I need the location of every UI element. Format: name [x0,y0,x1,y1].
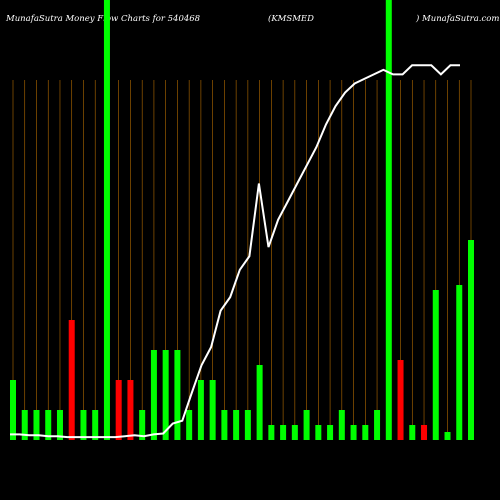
bar-28 [338,410,345,440]
bar-29 [350,425,357,440]
bar-35 [421,425,428,440]
bar-6 [80,410,87,440]
bar-20 [244,410,251,440]
bar-39 [468,240,474,440]
bar-37 [444,432,451,440]
chart-title-middle: (KMSMED [268,14,314,24]
bar-30 [362,425,369,440]
bar-31 [374,410,381,440]
bar-32 [385,0,392,440]
bar-2 [33,410,40,440]
bar-12 [150,350,157,440]
bar-19 [233,410,240,440]
bar-38 [456,285,463,440]
bar-7 [92,410,99,440]
bar-5 [68,320,75,440]
chart-title-left: MunafaSutra Money Flow Charts for 540468 [6,14,201,24]
bar-25 [303,410,310,440]
bar-21 [256,365,263,440]
bar-17 [209,380,216,440]
bar-24 [291,425,298,440]
bar-23 [280,425,287,440]
bar-9 [115,380,122,440]
bar-16 [197,380,204,440]
bar-4 [56,410,63,440]
chart-title: MunafaSutra Money Flow Charts for 540468… [6,14,500,28]
bar-10 [127,380,134,440]
bar-13 [162,350,169,440]
bar-14 [174,350,181,440]
bar-8 [103,0,110,440]
bar-36 [432,290,439,440]
bar-3 [45,410,52,440]
money-flow-line [10,64,460,439]
bar-34 [409,425,416,440]
bar-18 [221,410,228,440]
bar-11 [139,410,146,440]
bar-27 [327,425,334,440]
bar-33 [397,360,404,440]
bar-26 [315,425,322,440]
bar-22 [268,425,275,440]
bar-15 [186,410,193,440]
chart-title-right: ) MunafaSutra.com [416,14,500,24]
bar-1 [21,410,28,440]
bar-0 [10,380,16,440]
